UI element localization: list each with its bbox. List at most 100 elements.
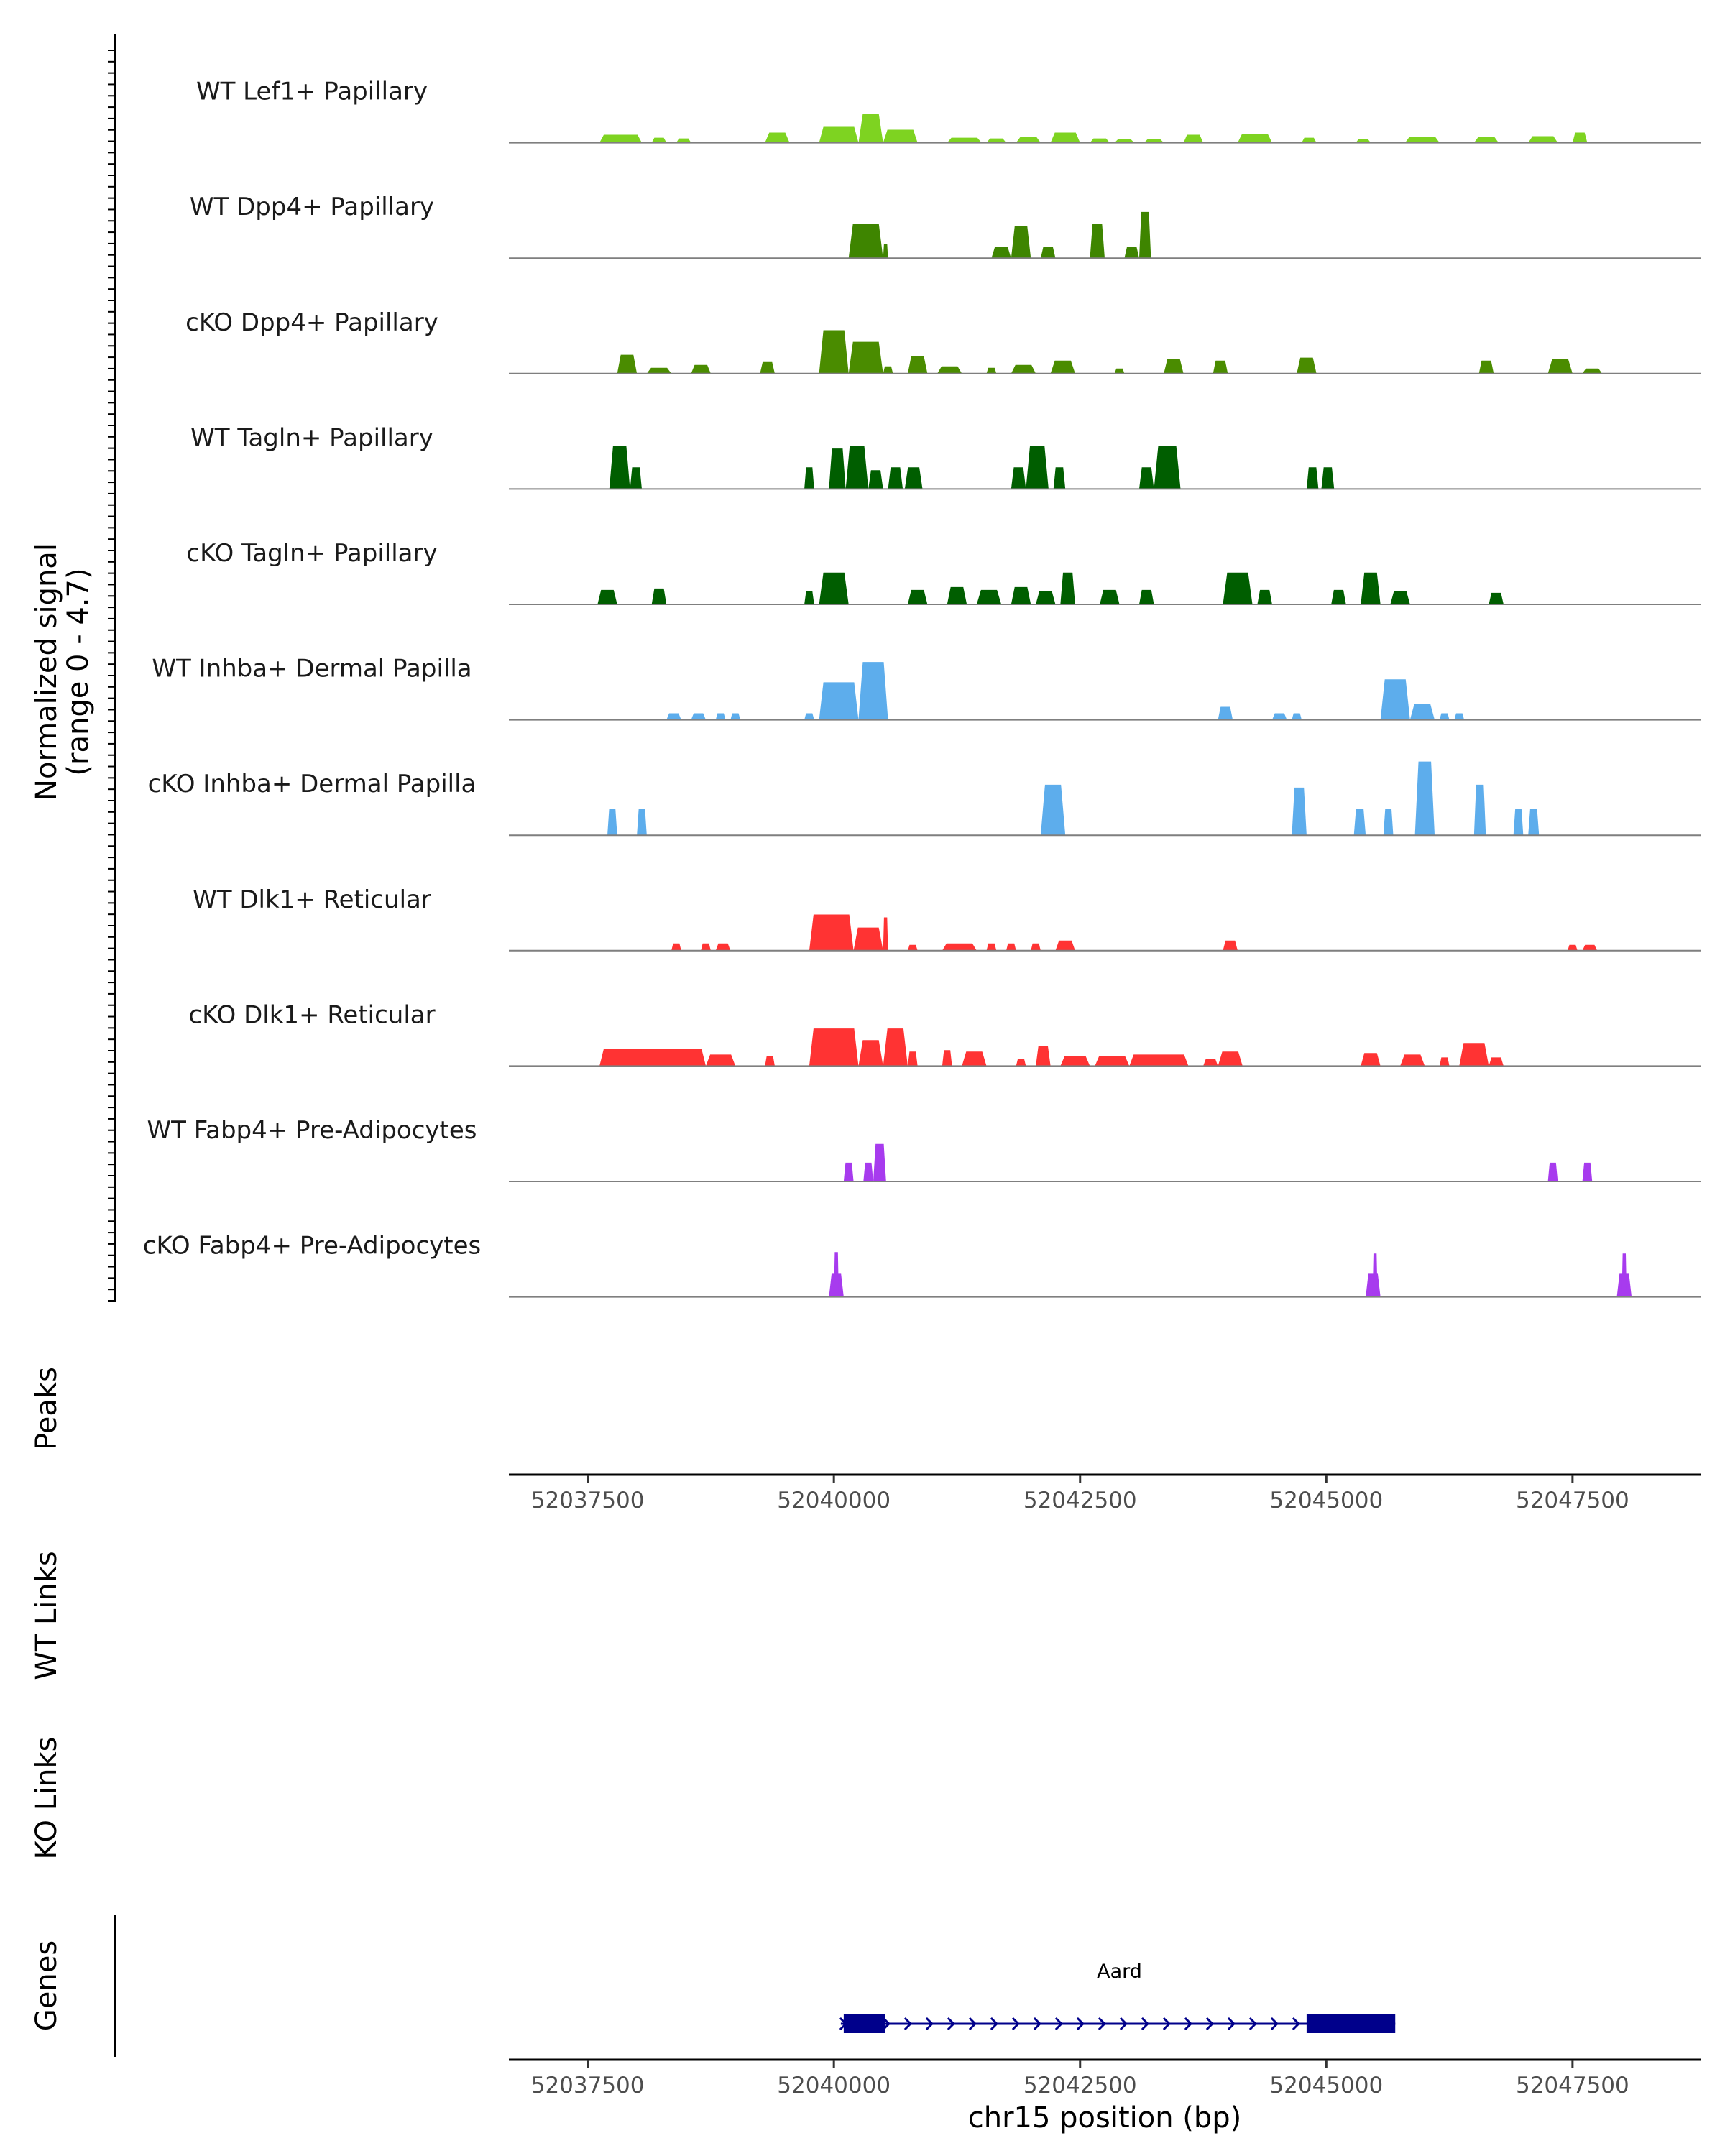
- coverage-peak: [1223, 572, 1253, 604]
- coverage-peak: [1353, 809, 1366, 836]
- coverage-peak: [1218, 706, 1233, 720]
- coverage-peak: [883, 366, 893, 374]
- strand-arrow: [1141, 2017, 1150, 2031]
- strand-arrow: [903, 2017, 913, 2031]
- gene-track: Aard: [114, 1915, 1396, 2057]
- coverage-peak: [706, 1054, 736, 1067]
- x-axis-genes: 52037500 52040000 52042500 52045000 52047500: [509, 2058, 1701, 2099]
- coverage-peak: [947, 586, 967, 604]
- coverage-peak: [907, 589, 928, 604]
- coverage-peak: [858, 114, 883, 143]
- coverage-peak: [1138, 211, 1151, 259]
- coverage-track: WT Fabp4+ Pre-Adipocytes: [147, 1116, 1701, 1182]
- strand-arrow: [1248, 2017, 1258, 2031]
- coverage-track: WT Tagln+ Papillary: [190, 423, 1701, 490]
- y-axis-subtitle: (range 0 - 4.7): [62, 568, 95, 775]
- coverage-peak: [942, 943, 977, 951]
- coverage-peak: [1292, 787, 1307, 836]
- coverage-peak: [760, 361, 775, 374]
- strand-arrow: [1119, 2017, 1128, 2031]
- coverage-peak: [962, 1051, 987, 1067]
- strand-arrow: [1011, 2017, 1021, 2031]
- coverage-peak: [676, 138, 691, 143]
- strand-arrow: [990, 2017, 999, 2031]
- coverage-peak: [819, 682, 859, 720]
- coverage-peak: [1582, 1162, 1593, 1181]
- coverage-peak: [848, 223, 883, 259]
- coverage-track: cKO Fabp4+ Pre-Adipocytes: [143, 1232, 1701, 1298]
- coverage-peak: [904, 467, 923, 489]
- coverage-peak: [609, 446, 630, 489]
- coverage-peak: [1400, 1054, 1425, 1067]
- coverage-peak: [1055, 940, 1075, 951]
- strand-arrow: [1162, 2017, 1172, 2031]
- coverage-peak: [637, 809, 647, 836]
- peaks-track-label: Peaks: [30, 1367, 63, 1450]
- coverage-peak: [829, 448, 846, 489]
- x-tick-label: 52037500: [531, 1488, 645, 1514]
- strand-arrow: [1205, 2017, 1215, 2031]
- coverage-peak: [1414, 761, 1435, 836]
- track-label: cKO Dlk1+ Reticular: [188, 1000, 435, 1029]
- strand-arrow: [1270, 2017, 1279, 2031]
- coverage-peak: [1011, 586, 1031, 604]
- coverage-peak: [819, 330, 849, 374]
- coverage-peak: [1372, 1253, 1378, 1297]
- axes: 52037500 52040000 52042500 52045000 52047500…: [108, 34, 1701, 2099]
- y-axis-title: Normalized signal: [30, 543, 63, 801]
- coverage-peak: [1404, 137, 1440, 143]
- coverage-tracks: WT Lef1+ Papillary WT Dpp4+ Papillary cKO …: [143, 78, 1701, 1298]
- coverage-peak: [646, 367, 672, 374]
- coverage-track: cKO Dlk1+ Reticular: [188, 1000, 1701, 1067]
- x-tick-label: 52040000: [777, 1488, 891, 1514]
- coverage-peak: [873, 1143, 886, 1181]
- coverage-peak: [809, 1028, 859, 1067]
- coverage-peak: [597, 589, 617, 604]
- coverage-peak: [1124, 247, 1139, 259]
- coverage-peak: [630, 467, 642, 489]
- coverage-peak: [883, 917, 888, 951]
- coverage-peak: [819, 126, 859, 143]
- x-tick-label: 52047500: [1516, 1488, 1629, 1514]
- strand-arrow: [1076, 2017, 1085, 2031]
- coverage-peak: [1380, 679, 1410, 720]
- coverage-peak: [986, 367, 997, 374]
- coverage-track: WT Dlk1+ Reticular: [193, 885, 1701, 952]
- coverage-peak: [907, 944, 918, 951]
- coverage-peak: [1528, 809, 1540, 836]
- track-label: WT Dlk1+ Reticular: [193, 885, 431, 914]
- strand-arrow: [882, 2017, 891, 2031]
- coverage-peak: [1011, 364, 1036, 374]
- coverage-peak: [848, 341, 883, 374]
- coverage-track: cKO Inhba+ Dermal Papilla: [148, 761, 1701, 837]
- coverage-peak: [651, 137, 667, 143]
- coverage-peak: [691, 364, 711, 374]
- coverage-peak: [1011, 226, 1031, 259]
- coverage-track: WT Lef1+ Papillary: [196, 78, 1701, 144]
- x-tick-label: 52045000: [1269, 2073, 1383, 2099]
- coverage-peak: [986, 943, 997, 951]
- coverage-peak: [1164, 359, 1184, 374]
- x-axis-peaks: 52037500 52040000 52042500 52045000 52047500: [509, 1473, 1701, 1514]
- coverage-peak: [715, 943, 731, 951]
- coverage-peak: [1040, 247, 1056, 259]
- coverage-peak: [765, 132, 790, 143]
- coverage-peak: [804, 467, 814, 489]
- strand-arrow: [1098, 2017, 1107, 2031]
- coverage-peak: [1114, 368, 1125, 374]
- coverage-peak: [1582, 368, 1602, 374]
- coverage-peak: [1183, 134, 1204, 143]
- coverage-peak: [666, 713, 681, 720]
- coverage-peak: [976, 589, 1002, 604]
- coverage-peak: [1528, 136, 1558, 143]
- coverage-peak: [1489, 592, 1504, 604]
- coverage-peak: [937, 366, 962, 374]
- x-axis-title: chr15 position (bp): [968, 2101, 1242, 2134]
- x-tick-label: 52040000: [777, 2073, 891, 2099]
- coverage-peak: [1331, 589, 1346, 604]
- coverage-peak: [1011, 467, 1026, 489]
- coverage-peak: [1154, 446, 1181, 489]
- coverage-peak: [1622, 1253, 1627, 1297]
- track-label: cKO Fabp4+ Pre-Adipocytes: [143, 1232, 482, 1261]
